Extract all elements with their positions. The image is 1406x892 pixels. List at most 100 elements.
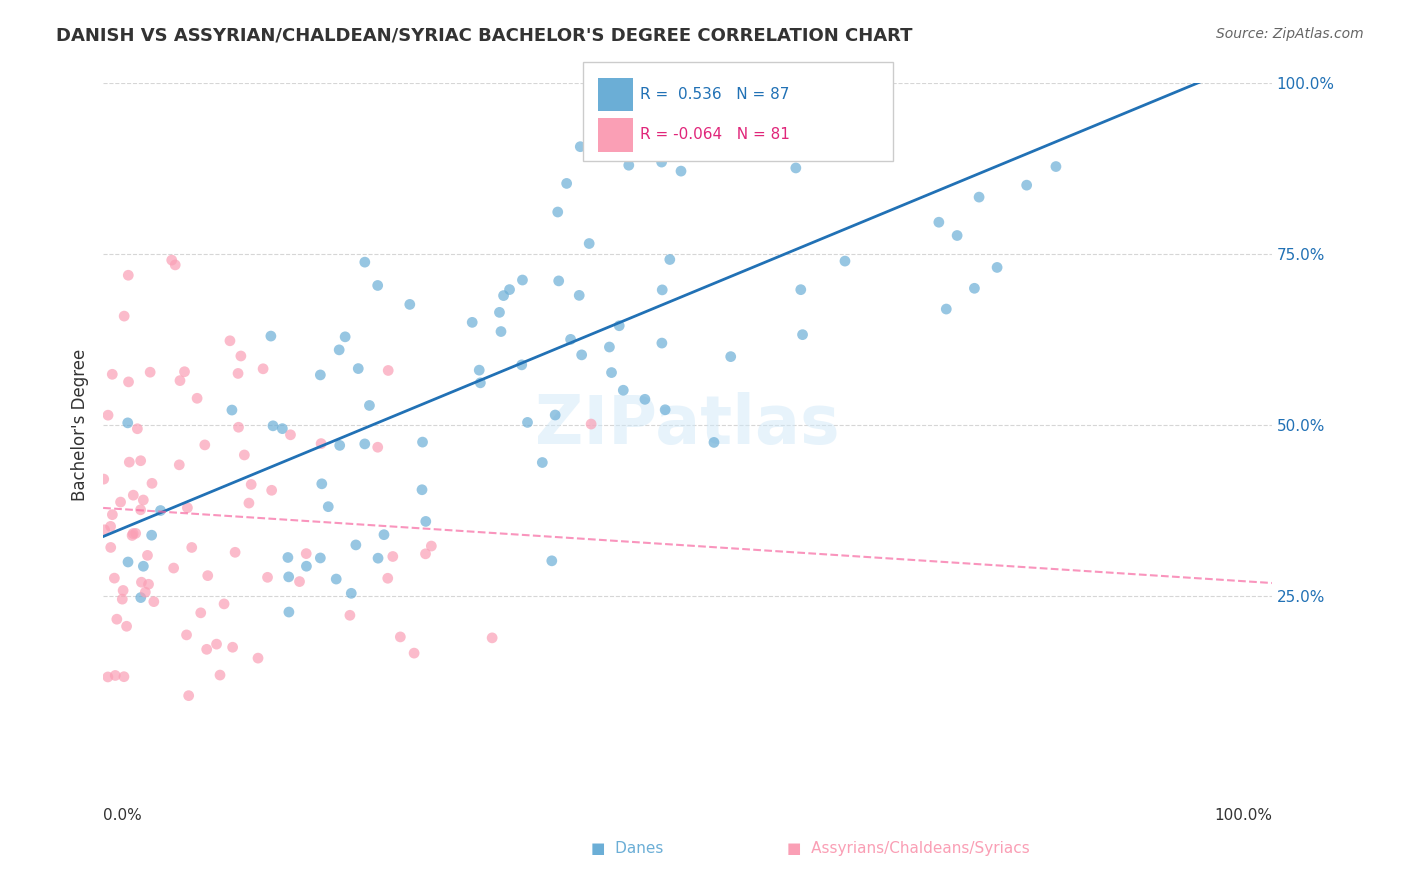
Point [311,476,333,491]
Text: ■  Assyrians/Chaldeans/Syriacs: ■ Assyrians/Chaldeans/Syriacs [787,841,1031,856]
Point [260,329,283,343]
Point [93,472,115,486]
Point [837,120,859,134]
Point [986,260,1008,275]
Point [415,515,437,529]
Point [295,547,318,561]
Point [103,571,125,585]
Point [411,483,433,497]
Point [97,408,120,422]
Point [325,572,347,586]
Point [377,363,399,377]
Point [129,454,152,468]
Point [125,526,148,541]
Text: ■  Danes: ■ Danes [591,841,662,856]
Point [262,418,284,433]
Point [277,570,299,584]
Point [547,274,569,288]
Point [127,422,149,436]
Point [224,545,246,559]
Point [165,258,187,272]
Point [967,190,990,204]
Point [117,268,139,283]
Point [115,619,138,633]
Point [571,348,593,362]
Point [398,297,420,311]
Point [492,288,515,302]
Point [340,586,363,600]
Point [280,427,302,442]
Point [481,631,503,645]
Point [212,597,235,611]
Point [359,399,381,413]
Point [93,523,115,537]
Point [221,640,243,655]
Point [720,350,742,364]
Point [658,252,681,267]
Text: R =  0.536   N = 87: R = 0.536 N = 87 [640,87,789,102]
Point [186,392,208,406]
Point [104,668,127,682]
Point [353,437,375,451]
Point [111,592,134,607]
Point [277,550,299,565]
Point [797,146,820,161]
Text: R = -0.064   N = 81: R = -0.064 N = 81 [640,128,790,142]
Point [288,574,311,589]
Text: ZIPatlas: ZIPatlas [536,392,839,458]
Point [367,440,389,454]
Point [221,403,243,417]
Point [790,283,813,297]
Point [353,255,375,269]
Point [141,528,163,542]
Point [468,363,491,377]
Point [834,254,856,268]
Point [344,538,367,552]
Point [131,575,153,590]
Point [560,332,582,346]
Point [180,541,202,555]
Point [169,374,191,388]
Point [470,376,492,390]
Point [547,205,569,219]
Point [271,422,294,436]
Point [122,526,145,541]
Point [1045,160,1067,174]
Point [122,488,145,502]
Text: DANISH VS ASSYRIAN/CHALDEAN/SYRIAC BACHELOR'S DEGREE CORRELATION CHART: DANISH VS ASSYRIAN/CHALDEAN/SYRIAC BACHE… [56,27,912,45]
Point [461,315,484,329]
Point [101,508,124,522]
Point [600,366,623,380]
Point [531,456,554,470]
Point [404,646,426,660]
Point [651,283,673,297]
Point [134,585,156,599]
Point [488,305,510,319]
Point [651,336,673,351]
Point [785,161,807,175]
Point [328,343,350,357]
Point [226,367,249,381]
Point [101,368,124,382]
Point [516,416,538,430]
Point [367,551,389,566]
Text: 0.0%: 0.0% [103,808,142,823]
Point [176,628,198,642]
Point [613,45,636,59]
Point [110,495,132,509]
Point [792,327,814,342]
Point [112,309,135,323]
Point [607,318,630,333]
Point [555,177,578,191]
Point [946,228,969,243]
Point [339,608,361,623]
Point [654,402,676,417]
Point [208,668,231,682]
Point [1015,178,1038,193]
Point [136,549,159,563]
Point [219,334,242,348]
Point [389,630,412,644]
Point [316,500,339,514]
Point [112,583,135,598]
Point [579,417,602,431]
